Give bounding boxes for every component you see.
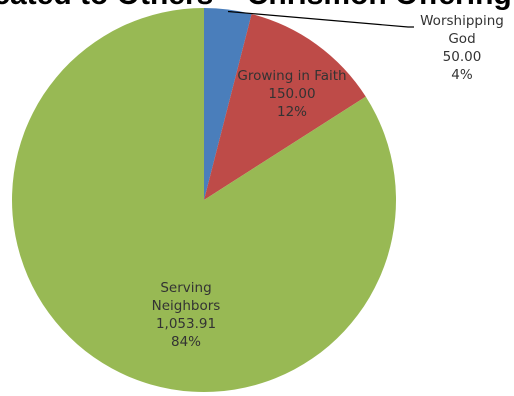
slice-label-serving-percent: 84% <box>171 334 201 350</box>
pie-slices <box>12 7 397 392</box>
slice-label-growing-percent: 12% <box>277 104 307 120</box>
leader-line-worshipping <box>227 10 414 28</box>
chart-title: Dedicated to Others – Chrismon Offering <box>0 0 512 11</box>
pie-slice-worshipping <box>204 7 252 200</box>
slice-label-worshipping-percent: 4% <box>451 67 473 83</box>
slice-label-worshipping-name: God <box>448 31 475 47</box>
slice-label-serving-name: Neighbors <box>152 298 221 314</box>
slice-labels: Worshipping God 50.00 4% Growing in Faith 150… <box>152 10 504 350</box>
pie-slice-serving <box>12 8 397 392</box>
pie-slice-growing <box>204 13 366 200</box>
slice-label-serving-value: 1,053.91 <box>156 316 216 332</box>
slice-label-serving-name: Serving <box>160 280 211 296</box>
slice-label-worshipping-name: Worshipping <box>420 13 504 29</box>
slice-label-growing-value: 150.00 <box>268 86 315 102</box>
slice-label-growing-name: Growing in Faith <box>237 68 346 84</box>
slice-label-worshipping-value: 50.00 <box>443 49 482 65</box>
